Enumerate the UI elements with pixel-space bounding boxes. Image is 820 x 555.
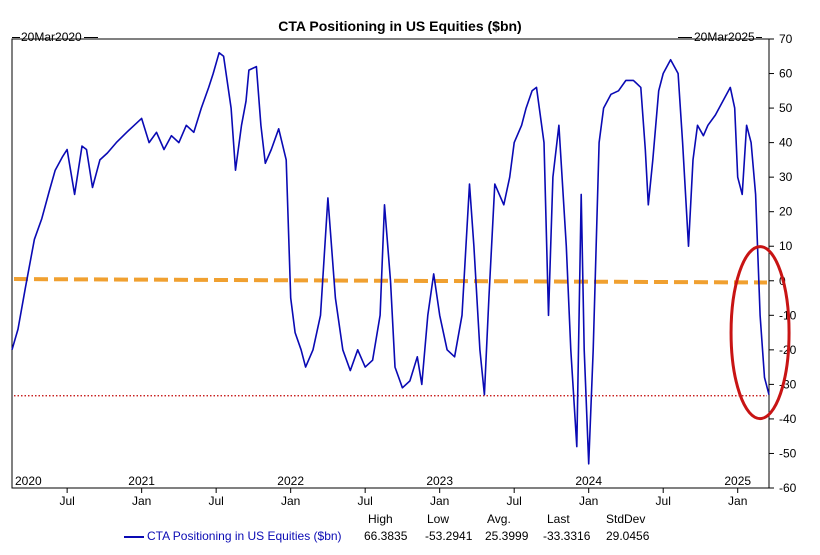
legend-value-last: -33.3316 xyxy=(543,529,591,543)
start-date-label: 20Mar2020 xyxy=(12,30,98,44)
plot-frame xyxy=(11,38,770,489)
x-month-label: Jul xyxy=(59,494,74,508)
legend-header-stddev: StdDev xyxy=(606,512,646,526)
legend-value-high: 66.3835 xyxy=(364,529,408,543)
x-month-label: Jul xyxy=(208,494,223,508)
legend-header-low: Low xyxy=(427,512,450,526)
y-tick-label: 20 xyxy=(779,205,793,219)
series-line-0 xyxy=(11,52,770,465)
end-date-label: 20Mar2025 xyxy=(678,30,762,44)
x-year-label: 2025 xyxy=(724,474,751,488)
y-tick-label: 70 xyxy=(779,32,793,46)
x-year-label: 2021 xyxy=(128,474,155,488)
x-month-label: Jul xyxy=(656,494,671,508)
x-month-label: Jan xyxy=(579,494,598,508)
legend-header-high: High xyxy=(368,512,393,526)
legend-value-low: -53.2941 xyxy=(425,529,473,543)
x-year-label: 2024 xyxy=(575,474,602,488)
y-tick-label: 60 xyxy=(779,67,793,81)
zero-line xyxy=(13,277,768,285)
y-tick-label: 40 xyxy=(779,136,793,150)
x-month-label: Jan xyxy=(132,494,151,508)
highlight-ellipse xyxy=(729,245,791,421)
chart-title: CTA Positioning in US Equities ($bn) xyxy=(278,18,522,34)
x-month-label: Jul xyxy=(507,494,522,508)
legend-series-name: CTA Positioning in US Equities ($bn) xyxy=(147,529,342,543)
x-month-label: Jan xyxy=(728,494,747,508)
x-month-label: Jan xyxy=(430,494,449,508)
x-month-label: Jul xyxy=(357,494,372,508)
y-tick-label: -60 xyxy=(779,481,797,495)
y-tick-label: 10 xyxy=(779,239,793,253)
legend-header-last: Last xyxy=(547,512,570,526)
y-tick-label: 50 xyxy=(779,101,793,115)
chart-legend: High Low Avg. Last StdDev CTA Positionin… xyxy=(0,512,820,552)
legend-value-stddev: 29.0456 xyxy=(606,529,650,543)
y-tick-label: -50 xyxy=(779,446,797,460)
x-year-label: 2023 xyxy=(426,474,453,488)
y-tick-label: -40 xyxy=(779,412,797,426)
legend-series-swatch xyxy=(124,536,144,538)
legend-value-avg: 25.3999 xyxy=(485,529,529,543)
y-tick-label: 30 xyxy=(779,170,793,184)
x-year-label: 2020 xyxy=(15,474,42,488)
legend-header-avg: Avg. xyxy=(487,512,511,526)
x-year-label: 2022 xyxy=(277,474,304,488)
x-month-label: Jan xyxy=(281,494,300,508)
